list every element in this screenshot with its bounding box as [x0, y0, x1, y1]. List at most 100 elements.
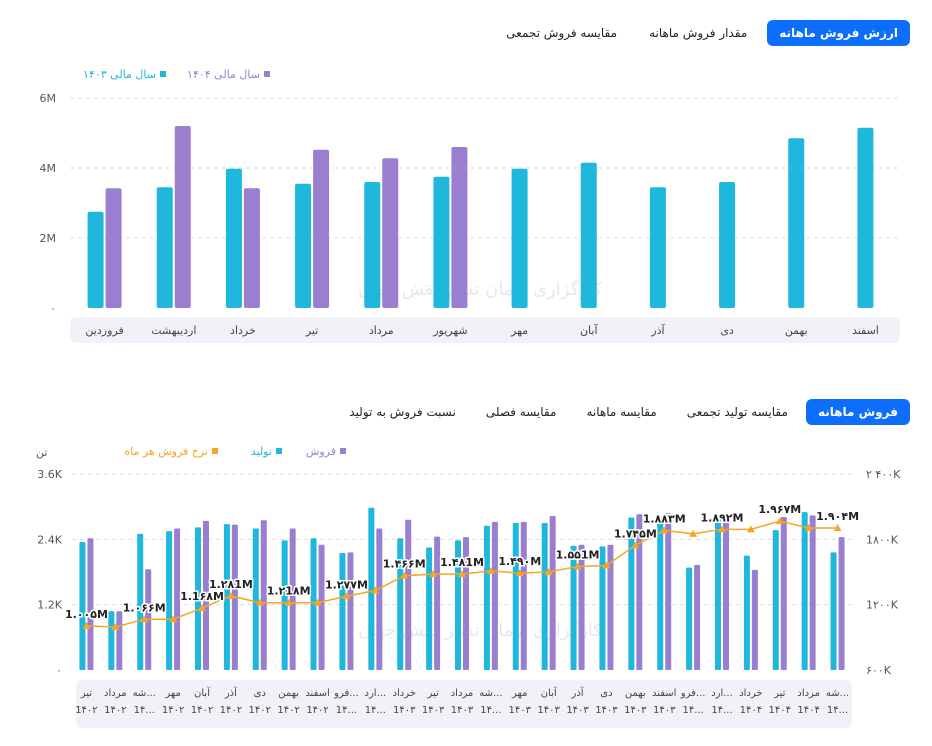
bar-sales — [174, 528, 181, 670]
tab-monthly-value[interactable]: ارزش فروش ماهانه — [767, 20, 910, 46]
y-tick-label: ۰ — [56, 664, 62, 677]
bar-sales — [549, 515, 556, 670]
rate-data-label: 1.۵۵1M — [556, 548, 600, 561]
x-tick-month: تیر — [773, 688, 786, 699]
bar-production — [252, 528, 259, 670]
bar-production — [108, 611, 115, 670]
top-tabs: مقایسه فروش تجمعی مقدار فروش ماهانه ارزش… — [494, 20, 910, 46]
x-tick-label: مهر — [510, 324, 528, 337]
x-tick-year: 1۴۰۲ — [249, 705, 271, 716]
bar-production — [686, 567, 693, 670]
x-tick-month: دی — [254, 688, 266, 699]
x-tick-year: 1۴۰۳ — [451, 705, 474, 716]
y-tick-label: 4M — [40, 162, 57, 175]
x-tick-year: 1۴... — [827, 705, 848, 716]
rate-marker — [198, 604, 206, 612]
bar-production — [426, 547, 433, 670]
x-tick-year: 1۴... — [365, 705, 386, 716]
y2-tick-label: 1۲۰۰K — [866, 599, 899, 612]
x-tick-label: آبان — [580, 323, 598, 337]
bar-sales — [376, 528, 383, 670]
tab-monthly-quantity[interactable]: مقدار فروش ماهانه — [649, 26, 748, 40]
y-tick-label: ۰ — [50, 302, 56, 315]
x-tick-month: مرداد — [451, 688, 474, 699]
rate-marker — [602, 561, 611, 569]
bar-1403 — [433, 176, 450, 308]
bar-1404 — [174, 126, 191, 308]
tab-sales-production-ratio[interactable]: نسبت فروش به تولید — [349, 405, 456, 419]
x-tick-month: فرو... — [680, 688, 706, 699]
tab-cumulative-sales[interactable]: مقایسه فروش تجمعی — [506, 26, 618, 40]
legend-production-label: تولید — [251, 445, 272, 458]
x-tick-label: تیر — [305, 324, 318, 337]
x-tick-year: 1۴... — [336, 705, 357, 716]
bar-1403 — [857, 127, 874, 308]
legend-swatch-1404 — [264, 71, 270, 77]
rate-marker — [111, 622, 120, 630]
rate-data-label: 1.۸۹۲M — [701, 511, 744, 524]
bar-sales — [578, 544, 585, 670]
rate-marker — [284, 598, 293, 606]
x-tick-month: خرداد — [739, 688, 762, 699]
rate-marker — [833, 524, 842, 532]
rate-data-label: 1.۹۶۷M — [758, 503, 801, 516]
x-tick-year: 1۴۰۳ — [624, 705, 647, 716]
legend-monthly-rate-label: نرخ فروش هر ماه — [124, 445, 208, 458]
x-tick-label: آذر — [650, 323, 665, 337]
rate-marker — [313, 598, 322, 606]
x-tick-month: مرداد — [797, 688, 820, 699]
x-tick-month: خرداد — [393, 688, 416, 699]
rate-marker — [140, 615, 149, 623]
x-tick-year: 1۴۰۲ — [104, 705, 126, 716]
tab-cumulative-production[interactable]: مقایسه تولید تجمعی — [686, 405, 788, 419]
bar-1404 — [451, 147, 468, 308]
bar-sales — [809, 515, 816, 670]
bar-sales — [203, 520, 209, 670]
bar-sales — [694, 564, 701, 670]
rate-marker — [82, 621, 91, 629]
rate-data-label: 1.۸۸۳M — [643, 512, 686, 525]
tab-monthly-comparison[interactable]: مقایسه ماهانه — [586, 405, 657, 419]
bar-production — [541, 523, 548, 670]
bar-sales — [838, 537, 845, 670]
bar-sales — [607, 544, 614, 670]
x-tick-year: 1۴۰۳ — [393, 705, 416, 716]
x-tick-year: 1۴... — [682, 705, 703, 716]
bar-production — [483, 525, 490, 670]
x-axis-band — [70, 317, 900, 343]
bar-sales — [347, 552, 354, 670]
x-tick-month: مرداد — [104, 688, 127, 699]
x-tick-month: آبان — [541, 686, 558, 699]
rate-marker — [631, 541, 640, 549]
rate-marker — [342, 592, 351, 600]
bar-production — [166, 531, 173, 670]
x-tick-year: 1۴۰۴ — [797, 705, 819, 716]
bar-production — [628, 517, 635, 670]
x-tick-label: خرداد — [230, 324, 256, 337]
bar-1403 — [719, 182, 736, 308]
bar-production — [570, 545, 577, 670]
bar-production — [339, 552, 346, 670]
bar-production — [368, 507, 375, 670]
x-tick-year: 1۴۰۲ — [277, 705, 299, 716]
bar-sales — [665, 513, 672, 670]
x-tick-year: 1۴۰۳ — [422, 705, 445, 716]
x-tick-month: شه... — [133, 688, 156, 699]
x-tick-year: 1۴۰۴ — [740, 705, 762, 716]
tab-monthly-sales[interactable]: فروش ماهانه — [805, 399, 910, 425]
bar-1404 — [382, 158, 399, 308]
bar-sales — [751, 569, 758, 670]
x-tick-month: آذر — [224, 686, 238, 699]
x-tick-month: ارد... — [711, 688, 733, 699]
bar-sales — [289, 528, 296, 670]
bar-1403 — [156, 187, 173, 308]
rate-data-label: 1.۷۴۵M — [614, 527, 657, 540]
x-tick-month: ارد... — [365, 688, 387, 699]
tab-seasonal-comparison[interactable]: مقایسه فصلی — [485, 405, 557, 419]
y-tick-label: 2M — [40, 232, 57, 245]
y2-tick-label: ۲ ۴۰۰K — [866, 468, 901, 481]
x-tick-label: فروردین — [85, 324, 123, 337]
bar-sales — [463, 537, 469, 670]
rate-marker — [573, 562, 582, 570]
x-tick-year: 1۴۰۲ — [75, 705, 97, 716]
